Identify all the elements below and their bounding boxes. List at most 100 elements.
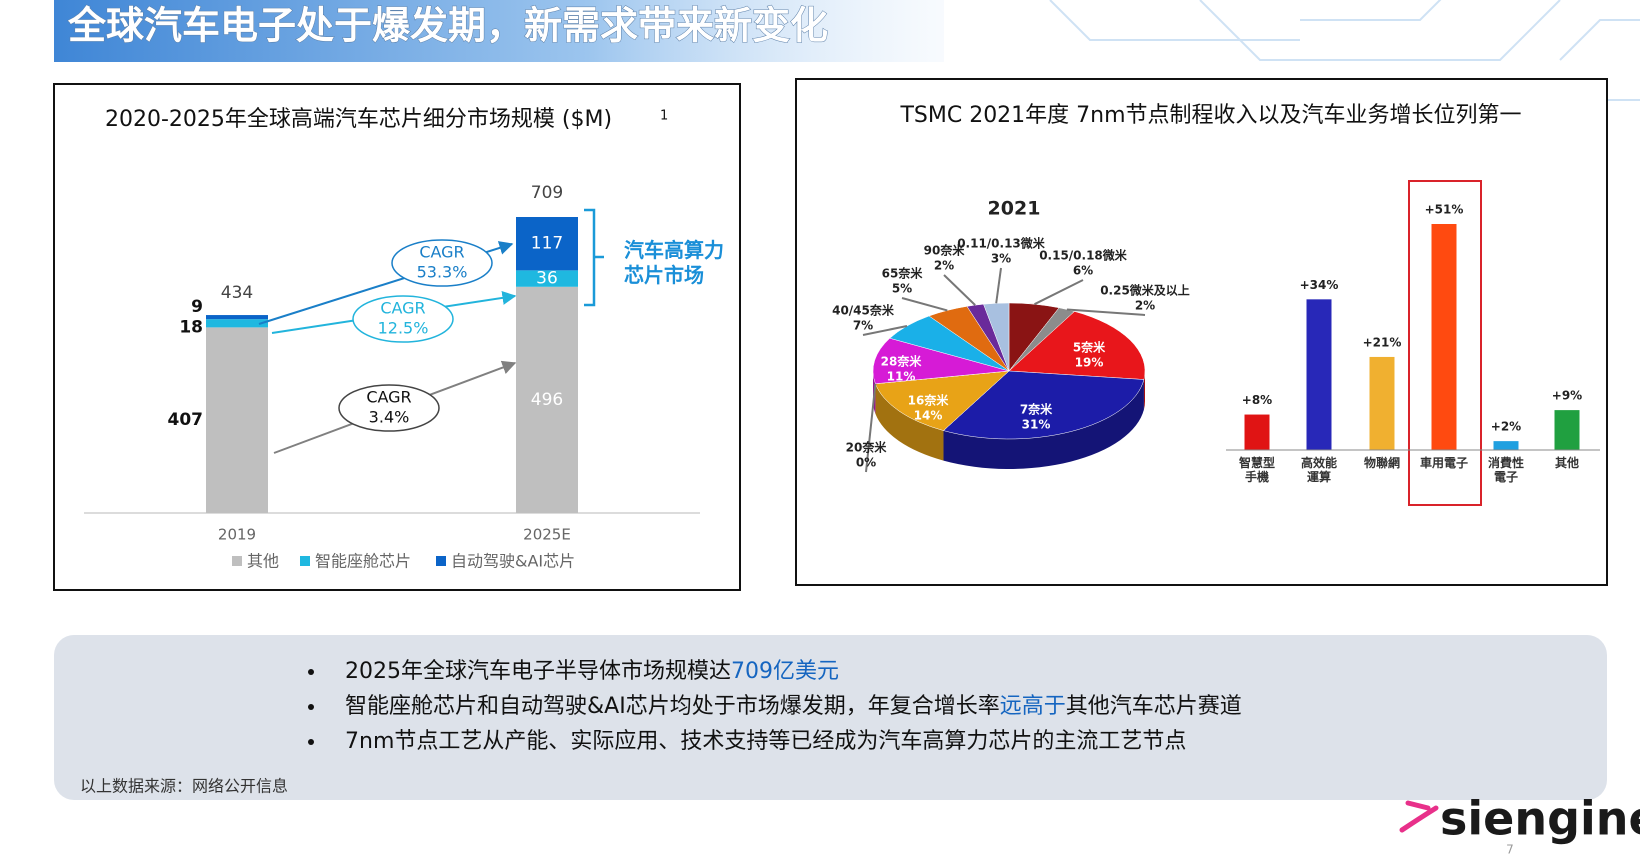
pie-label: 0.25微米及以上 — [1100, 283, 1190, 298]
x-tick-label: 高效能 運算 — [1300, 456, 1338, 485]
leader-line — [901, 297, 948, 312]
segment-label: 18 — [179, 317, 203, 337]
x-tick-label: 物聯網 — [1363, 456, 1401, 470]
panel-title: TSMC 2021年度 7nm节点制程收入以及汽车业务增长位列第一 — [899, 103, 1521, 128]
bar-segment — [516, 270, 578, 287]
legend-swatch — [300, 556, 310, 566]
x-tick-label: 車用電子 — [1419, 456, 1469, 470]
bullet-dot — [308, 704, 314, 710]
pie-title: 2021 — [988, 198, 1041, 220]
legend-swatch — [436, 556, 446, 566]
x-tick-label: 2019 — [218, 526, 256, 544]
cagr-bubble — [338, 384, 440, 432]
x-tick-label: 其他 — [1554, 456, 1580, 470]
cagr-label: CAGR — [380, 299, 425, 318]
bar-segment — [206, 319, 268, 328]
bar-segment — [516, 286, 578, 513]
bar-segment — [206, 327, 268, 513]
pie-label: 0.15/0.18微米 — [1039, 248, 1128, 263]
x-tick-label: 智慧型 手機 — [1238, 456, 1276, 485]
bar-segment — [516, 217, 578, 271]
bullet-segment: 7nm节点工艺从产能、实际应用、技术支持等已经成为汽车高算力芯片的主流工艺节点 — [345, 729, 1186, 754]
segment-label: 407 — [168, 410, 204, 430]
x-tick-label: 2025E — [523, 526, 571, 544]
legend-label: 其他 — [247, 552, 279, 571]
summary-box — [54, 635, 1607, 800]
pie-slice — [942, 370, 1145, 440]
x-tick-label: 消費性 電子 — [1487, 456, 1525, 485]
bullet-text: 2025年全球汽车电子半导体市场规模达709亿美元 — [345, 659, 839, 684]
pie-value-label: 19% — [1075, 356, 1104, 370]
leader-line — [995, 267, 1002, 304]
cagr-label: CAGR — [419, 243, 464, 262]
legend-label: 自动驾驶&AI芯片 — [451, 552, 575, 571]
pie-value-label: 0% — [856, 456, 876, 470]
pie-label: 16奈米 — [908, 393, 950, 408]
bar-segment — [206, 315, 268, 320]
pie-value-label: 11% — [887, 370, 916, 384]
pie-slice — [1008, 311, 1146, 380]
pie-label: 28奈米 — [881, 354, 923, 369]
value-label: +51% — [1425, 203, 1464, 217]
cagr-value: 12.5% — [378, 319, 429, 338]
bullet-dot — [308, 739, 314, 745]
bar — [1554, 410, 1580, 450]
pie-label: 40/45奈米 — [832, 303, 895, 318]
header-band — [54, 0, 944, 62]
highlight-box — [1408, 180, 1482, 506]
legend-swatch — [232, 556, 242, 566]
bar — [1369, 356, 1395, 450]
bracket — [584, 208, 604, 307]
value-label: +2% — [1491, 420, 1521, 434]
bullet-segment: 2025年全球汽车电子半导体市场规模达 — [345, 659, 731, 684]
cagr-label: CAGR — [366, 388, 411, 407]
leader-line — [865, 383, 877, 473]
pie-side — [943, 379, 1144, 469]
bullet-dot — [308, 669, 314, 675]
bar — [1244, 414, 1270, 450]
pie-label: 7奈米 — [1020, 402, 1053, 417]
leader-line — [862, 325, 908, 336]
pie-side — [1143, 371, 1145, 410]
total-label: 434 — [221, 283, 253, 303]
segment-label: 117 — [531, 234, 563, 254]
cagr-bubble — [391, 239, 493, 287]
leader-line — [943, 274, 976, 306]
total-label: 709 — [531, 183, 563, 203]
pie-value-label: 31% — [1022, 418, 1051, 432]
cagr-value: 3.4% — [369, 408, 410, 427]
pie-value-label: 14% — [914, 409, 943, 423]
bullet-text: 智能座舱芯片和自动驾驶&AI芯片均处于市场爆发期，年复合增长率远高于其他汽车芯片… — [345, 694, 1242, 719]
pie-side — [875, 383, 944, 461]
bullet-segment: 709亿美元 — [731, 659, 839, 684]
bar — [1493, 441, 1519, 450]
bullet-segment: 其他汽车芯片赛道 — [1066, 694, 1242, 719]
pie-value-label: 5% — [892, 282, 912, 296]
page-number: 7 — [1506, 843, 1514, 857]
value-label: +8% — [1242, 393, 1272, 407]
pie-label: 65奈米 — [882, 266, 924, 281]
bullet-segment: 远高于 — [1000, 694, 1066, 719]
pie-value-label: 6% — [1073, 264, 1093, 278]
segment-label: 496 — [531, 390, 563, 410]
cagr-value: 53.3% — [417, 263, 468, 282]
leader-line — [1066, 308, 1146, 316]
title-note: 1 — [660, 109, 668, 124]
cagr-bubble — [352, 295, 454, 343]
bar — [1431, 224, 1457, 450]
leader-line — [1034, 279, 1084, 306]
pie-slice — [872, 337, 1010, 385]
bar — [1306, 299, 1332, 450]
value-label: +34% — [1300, 278, 1339, 292]
pie-value-label: 7% — [853, 319, 873, 333]
pie-label: 0.11/0.13微米 — [957, 236, 1046, 251]
logo: siengine — [1440, 792, 1640, 846]
bracket-label: 汽车高算力芯片市场 — [624, 238, 724, 287]
pie-label: 90奈米 — [924, 243, 966, 258]
segment-label: 9 — [191, 297, 203, 317]
legend-label: 智能座舱芯片 — [315, 552, 411, 571]
segment-label: 36 — [536, 269, 558, 289]
bullet-segment: 智能座舱芯片和自动驾驶&AI芯片均处于市场爆发期，年复合增长率 — [345, 694, 1000, 719]
value-label: +9% — [1552, 389, 1582, 403]
